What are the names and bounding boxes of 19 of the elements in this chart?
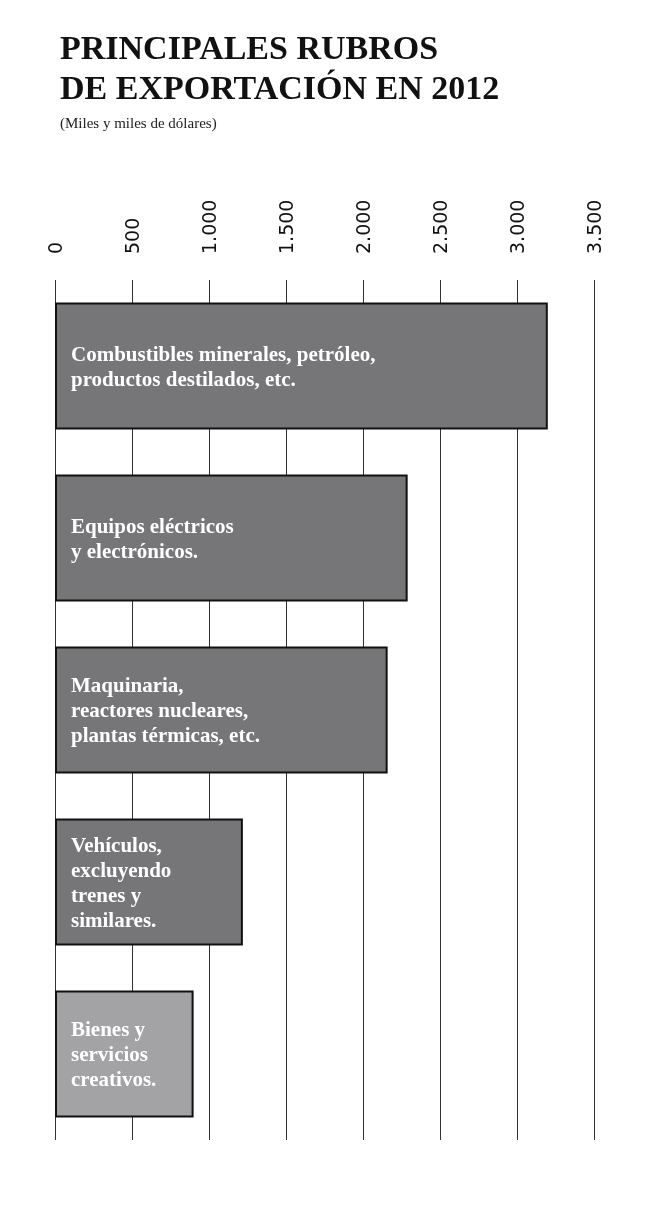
y-tick-label: Combustibles minerales, petróleo, productos destilados, etc. bbox=[71, 341, 376, 391]
x-tick-label: 1.000 bbox=[198, 199, 220, 254]
bar bbox=[55, 990, 194, 1118]
x-tick-label: 3.500 bbox=[583, 199, 605, 254]
bar bbox=[55, 646, 388, 774]
y-tick-label: Bienes y servicios creativos. bbox=[71, 1017, 157, 1091]
chart-title: PRINCIPALES RUBROS DE EXPORTACIÓN EN 2012 bbox=[60, 28, 500, 106]
x-tick-label: 0 bbox=[44, 241, 66, 254]
y-tick-label: Maquinaria, reactores nucleares, plantas térmicas, etc. bbox=[71, 673, 260, 747]
x-tick-label: 2.500 bbox=[429, 199, 451, 254]
x-tick-label: 500 bbox=[121, 217, 143, 254]
chart-subtitle: (Miles y miles de dólares) bbox=[60, 114, 217, 132]
y-tick-label: Vehículos, excluyendo trenes y similares. bbox=[71, 832, 172, 932]
bar bbox=[55, 302, 548, 430]
y-tick-label: Equipos eléctricos y electrónicos. bbox=[71, 513, 234, 563]
x-tick-label: 3.000 bbox=[506, 199, 528, 254]
bar bbox=[55, 474, 408, 602]
x-tick-label: 2.000 bbox=[352, 199, 374, 254]
x-tick-label: 1.500 bbox=[275, 199, 297, 254]
